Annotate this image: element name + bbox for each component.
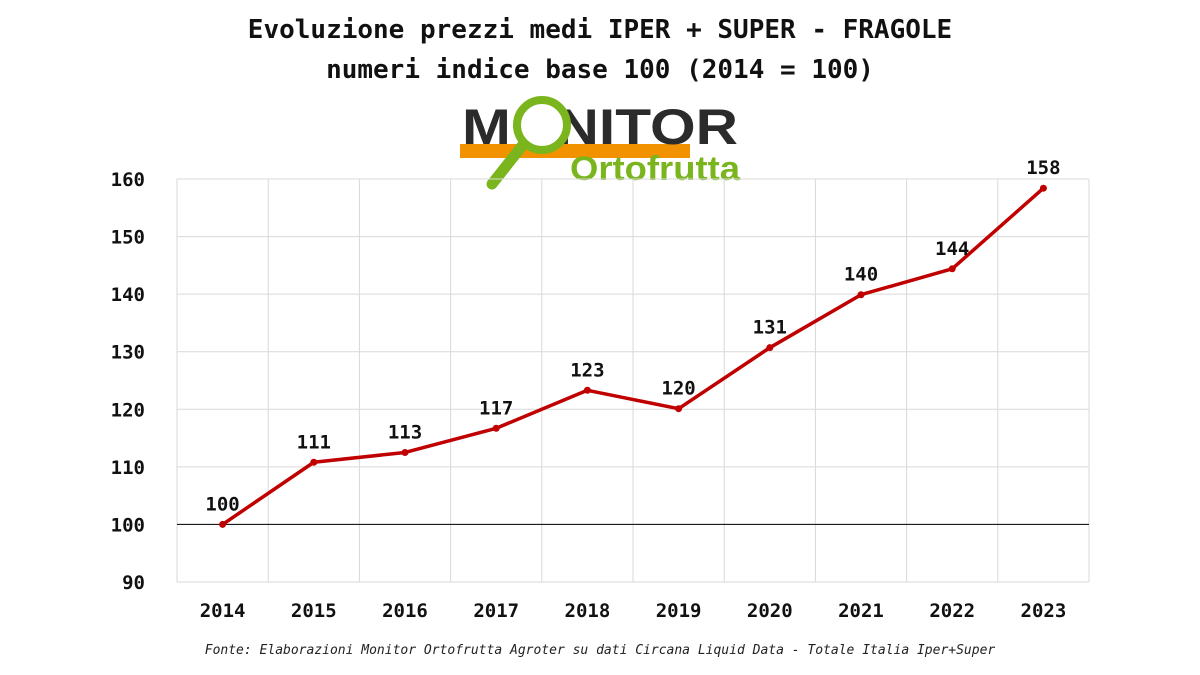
y-tick-label: 120 — [111, 399, 145, 421]
x-tick-label: 2014 — [200, 600, 246, 622]
x-tick-label: 2018 — [565, 600, 611, 622]
y-tick-label: 130 — [111, 342, 145, 364]
data-label: 140 — [844, 264, 878, 286]
data-point — [766, 344, 774, 352]
data-label: 100 — [205, 493, 239, 515]
y-tick-label: 140 — [111, 284, 145, 306]
data-point — [1039, 184, 1047, 192]
logo-word-monitor: MONITOR — [462, 99, 738, 155]
data-point — [310, 458, 318, 466]
y-tick-label: 90 — [122, 572, 145, 594]
x-tick-label: 2016 — [382, 600, 428, 622]
logo-magnifier-handle — [486, 140, 528, 190]
data-label: 158 — [1026, 157, 1060, 179]
source-note: Fonte: Elaborazioni Monitor Ortofrutta A… — [204, 643, 996, 658]
logo-word-ortofrutta: Ortofrutta — [570, 150, 741, 188]
x-tick-label: 2019 — [656, 600, 702, 622]
data-label: 111 — [297, 431, 331, 453]
series-line — [220, 186, 1046, 527]
y-tick-label: 100 — [111, 514, 145, 536]
data-label: 144 — [935, 238, 969, 260]
x-tick-label: 2017 — [473, 600, 519, 622]
data-label: 123 — [570, 359, 604, 381]
data-point — [401, 448, 409, 456]
x-tick-label: 2020 — [747, 600, 793, 622]
data-point — [675, 405, 683, 413]
data-label: 117 — [479, 397, 513, 419]
chart-subtitle: numeri indice base 100 (2014 = 100) — [326, 55, 874, 85]
y-tick-label: 160 — [111, 169, 145, 191]
data-point — [583, 386, 591, 394]
data-label: 120 — [661, 378, 695, 400]
data-label: 113 — [388, 421, 422, 443]
data-point — [492, 424, 500, 432]
y-tick-label: 150 — [111, 227, 145, 249]
x-tick-label: 2015 — [291, 600, 337, 622]
logo-magnifier-ring — [513, 96, 571, 154]
data-label: 131 — [753, 317, 787, 339]
chart-title: Evoluzione prezzi medi IPER + SUPER - FR… — [247, 15, 953, 45]
monitor-ortofrutta-logo: MONITOR Ortofrutta — [460, 96, 741, 190]
data-point — [219, 520, 227, 528]
y-tick-label: 110 — [111, 457, 145, 479]
x-tick-label: 2023 — [1021, 600, 1067, 622]
data-point — [857, 291, 865, 299]
x-tick-label: 2021 — [838, 600, 884, 622]
data-point — [948, 265, 956, 273]
x-tick-label: 2022 — [929, 600, 975, 622]
